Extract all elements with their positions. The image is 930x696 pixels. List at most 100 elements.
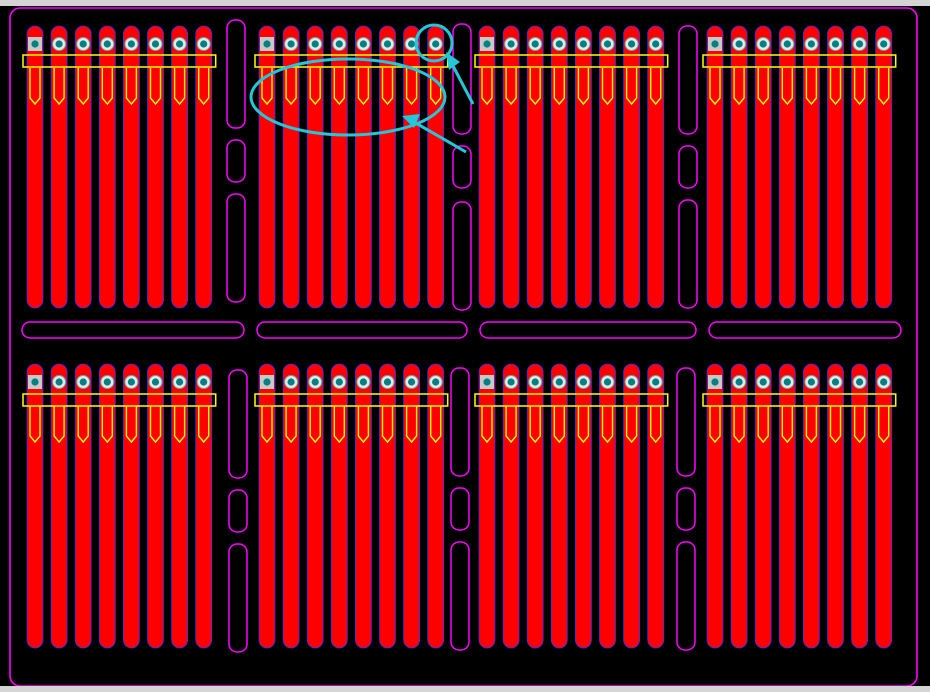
silkscreen-pin-outline [781, 406, 793, 444]
copper-strip [706, 363, 724, 649]
via-icon [531, 40, 539, 48]
via-icon [127, 40, 135, 48]
copper-strip [730, 363, 748, 649]
via-icon [628, 378, 636, 386]
silkscreen-pin-outline [198, 68, 210, 106]
via-icon [483, 378, 491, 386]
via-icon [783, 40, 791, 48]
via-icon [759, 40, 767, 48]
connector-group-r2-c1 [22, 363, 217, 649]
copper-strip [875, 363, 893, 649]
copper-strip [647, 363, 665, 649]
silkscreen-pin-outline [650, 406, 662, 444]
copper-strip [50, 25, 68, 309]
via-icon [79, 378, 87, 386]
copper-strip [754, 363, 772, 649]
silkscreen-pin-outline [781, 68, 793, 106]
copper-strip [647, 25, 665, 309]
copper-strip [282, 363, 300, 649]
silkscreen-pin-outline [481, 68, 493, 106]
silkscreen-header-outline [702, 54, 897, 68]
annotation-arrow-shaft-circle [450, 63, 475, 105]
via-icon [711, 378, 719, 386]
via-icon [735, 378, 743, 386]
via-icon [383, 378, 392, 386]
silkscreen-pin-outline [481, 406, 493, 444]
via-icon [807, 40, 816, 48]
silkscreen-pin-outline [333, 406, 345, 444]
silkscreen-pin-outline [285, 406, 297, 444]
silkscreen-pin-outline [333, 68, 345, 106]
via-icon [359, 40, 367, 48]
vertical-slot [678, 145, 698, 189]
silkscreen-header-outline [702, 393, 897, 407]
horizontal-slot [256, 321, 468, 339]
silkscreen-pin-outline [878, 68, 890, 106]
silkscreen-pin-outline [357, 406, 370, 444]
silkscreen-header-outline [474, 393, 669, 407]
copper-strip [330, 25, 348, 309]
silkscreen-pin-outline [29, 406, 41, 444]
silkscreen-pin-outline [757, 406, 769, 444]
copper-strip [26, 25, 44, 309]
via-icon [652, 378, 660, 386]
silkscreen-header-outline [22, 393, 217, 407]
copper-strip [50, 363, 68, 649]
via-icon [359, 378, 367, 386]
via-icon [735, 40, 743, 48]
silkscreen-header-outline [474, 54, 669, 68]
silkscreen-pin-outline [309, 406, 321, 444]
copper-strip [306, 363, 324, 649]
via-icon [200, 378, 208, 386]
copper-strip [195, 25, 213, 309]
copper-strip [26, 363, 44, 649]
silkscreen-pin-outline [553, 406, 565, 444]
top-frame-line [0, 0, 930, 6]
silkscreen-pin-outline [529, 406, 541, 444]
copper-strip [306, 25, 324, 309]
vertical-slot [678, 25, 698, 135]
copper-strip [354, 25, 372, 309]
silkscreen-pin-outline [125, 68, 138, 106]
copper-strip [147, 25, 164, 309]
silkscreen-pin-outline [733, 68, 745, 106]
silkscreen-pin-outline [878, 406, 890, 444]
silkscreen-pin-outline [805, 406, 818, 444]
vertical-slot [676, 487, 696, 531]
vertical-slot [450, 367, 470, 477]
copper-strip [123, 25, 140, 309]
connector-group-r2-c3 [474, 363, 669, 649]
via-icon [880, 40, 888, 48]
copper-strip [98, 25, 116, 309]
silkscreen-pin-outline [829, 68, 842, 106]
vertical-slot [452, 23, 472, 135]
copper-strip [730, 25, 748, 309]
silkscreen-pin-outline [198, 406, 210, 444]
copper-strip [427, 363, 445, 649]
via-icon [603, 40, 612, 48]
copper-strip [706, 25, 724, 309]
vertical-slot [450, 541, 470, 651]
copper-strip [851, 363, 868, 649]
via-icon [55, 378, 63, 386]
copper-strip [195, 363, 213, 649]
silkscreen-pin-outline [261, 406, 273, 444]
via-icon [79, 40, 87, 48]
via-icon [31, 378, 39, 386]
copper-strip [330, 363, 348, 649]
silkscreen-pin-outline [650, 68, 662, 106]
annotation-arrowhead-ellipse [402, 114, 420, 128]
silkscreen-pin-outline [381, 68, 394, 106]
copper-strip [379, 363, 396, 649]
silkscreen-pin-outline [53, 68, 65, 106]
silkscreen-pin-outline [77, 68, 89, 106]
silkscreen-pin-outline [829, 406, 842, 444]
copper-strip [74, 363, 92, 649]
copper-strip [502, 25, 520, 309]
vertical-slot [228, 489, 248, 533]
silkscreen-pin-outline [405, 68, 418, 106]
silkscreen-pin-outline [125, 406, 138, 444]
horizontal-slot [479, 321, 697, 339]
vertical-slot [228, 543, 248, 653]
